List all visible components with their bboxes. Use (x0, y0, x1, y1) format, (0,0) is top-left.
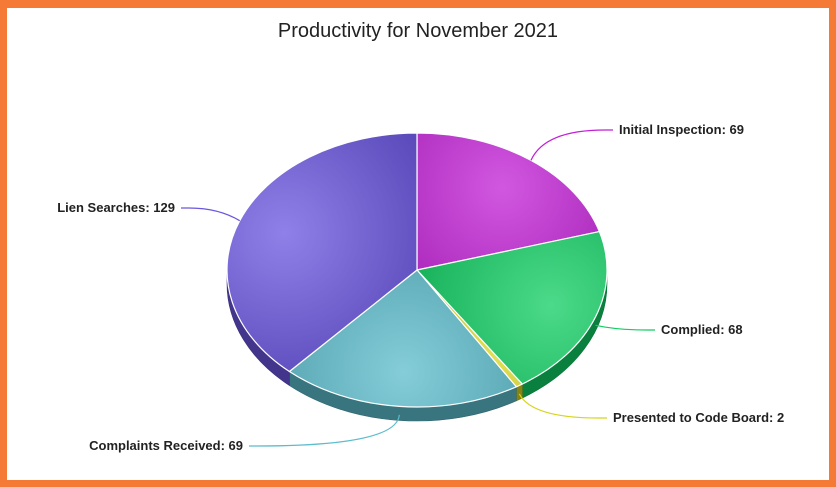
pie-slice-complaints-received[interactable] (288, 269, 517, 408)
leader-line-1 (595, 324, 655, 331)
leader-line-3 (249, 414, 400, 447)
data-label-2: Presented to Code Board: 2 (613, 410, 784, 425)
leader-line-2 (518, 393, 607, 419)
chart-title: Productivity for November 2021 (277, 20, 559, 42)
data-label-1: Complied: 68 (661, 322, 743, 337)
leader-line-0 (530, 129, 613, 161)
leader-line-4 (181, 207, 241, 222)
data-label-3: Complaints Received: 69 (89, 438, 243, 453)
data-label-4: Lien Searches: 129 (57, 200, 175, 215)
data-labels: Initial Inspection: 69 Complied: 68 Presen… (57, 122, 784, 453)
pie-tops (226, 132, 608, 408)
data-label-0: Initial Inspection: 69 (619, 122, 744, 137)
chart-container: Productivity for November 2021 Initial I… (7, 8, 829, 480)
leader-lines (181, 129, 655, 447)
pie-slice-complied[interactable] (416, 230, 608, 385)
pie-chart: Initial Inspection: 69 Complied: 68 Presen… (57, 122, 784, 453)
